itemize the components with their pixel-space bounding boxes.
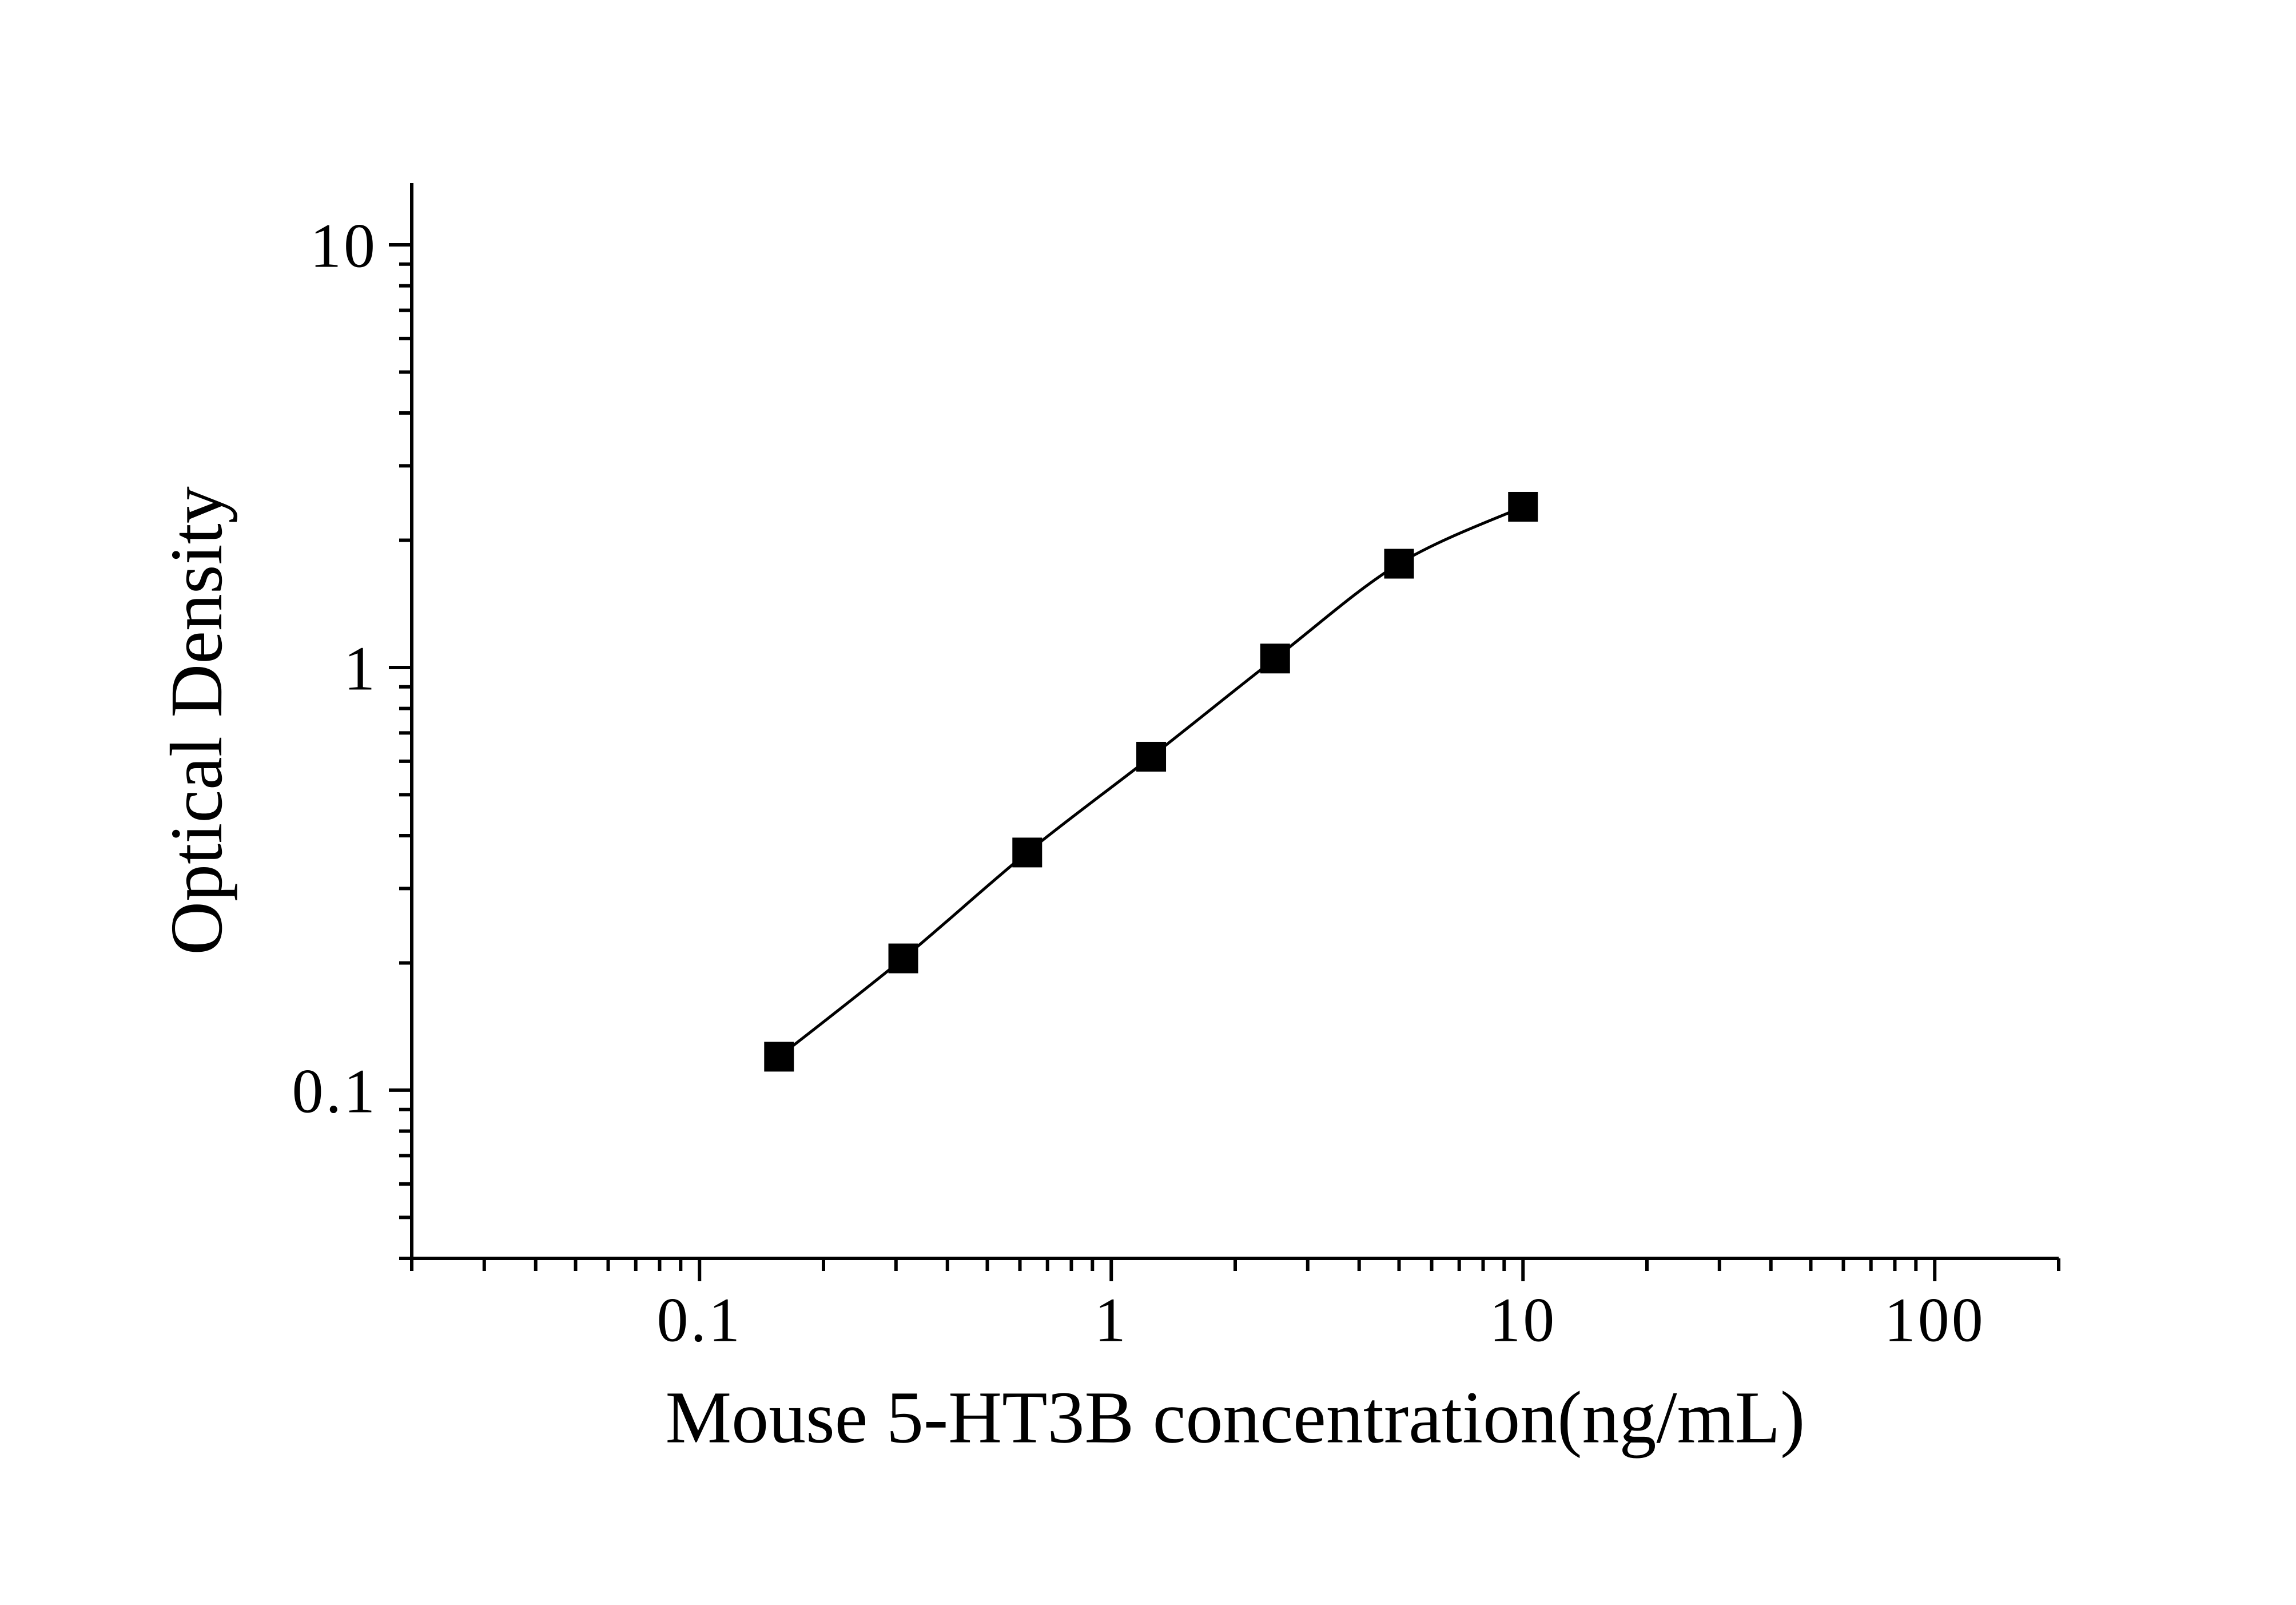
chart-svg: 0.1 1 10 100 0.1 1 10 Mouse 5-HT3B concentratio… — [0, 0, 2296, 1605]
y-tick-label: 10 — [310, 210, 377, 280]
data-marker — [1260, 643, 1290, 673]
x-tick-label: 100 — [1884, 1285, 1985, 1355]
y-axis-label: Optical Density — [156, 486, 238, 955]
x-tick-label: 10 — [1489, 1285, 1557, 1355]
y-tick-label: 0.1 — [292, 1056, 378, 1126]
x-tick-label: 0.1 — [657, 1285, 743, 1355]
data-marker — [764, 1042, 794, 1071]
data-marker — [1012, 837, 1042, 867]
data-marker — [1136, 742, 1166, 772]
data-marker — [1508, 492, 1538, 522]
data-marker — [1384, 549, 1414, 579]
chart-container: 0.1 1 10 100 0.1 1 10 Mouse 5-HT3B concentratio… — [0, 0, 2296, 1605]
x-axis-label: Mouse 5-HT3B concentration(ng/mL) — [666, 1377, 1805, 1459]
data-marker — [889, 944, 918, 974]
x-tick-label: 1 — [1095, 1285, 1128, 1355]
y-tick-label: 1 — [344, 633, 377, 703]
